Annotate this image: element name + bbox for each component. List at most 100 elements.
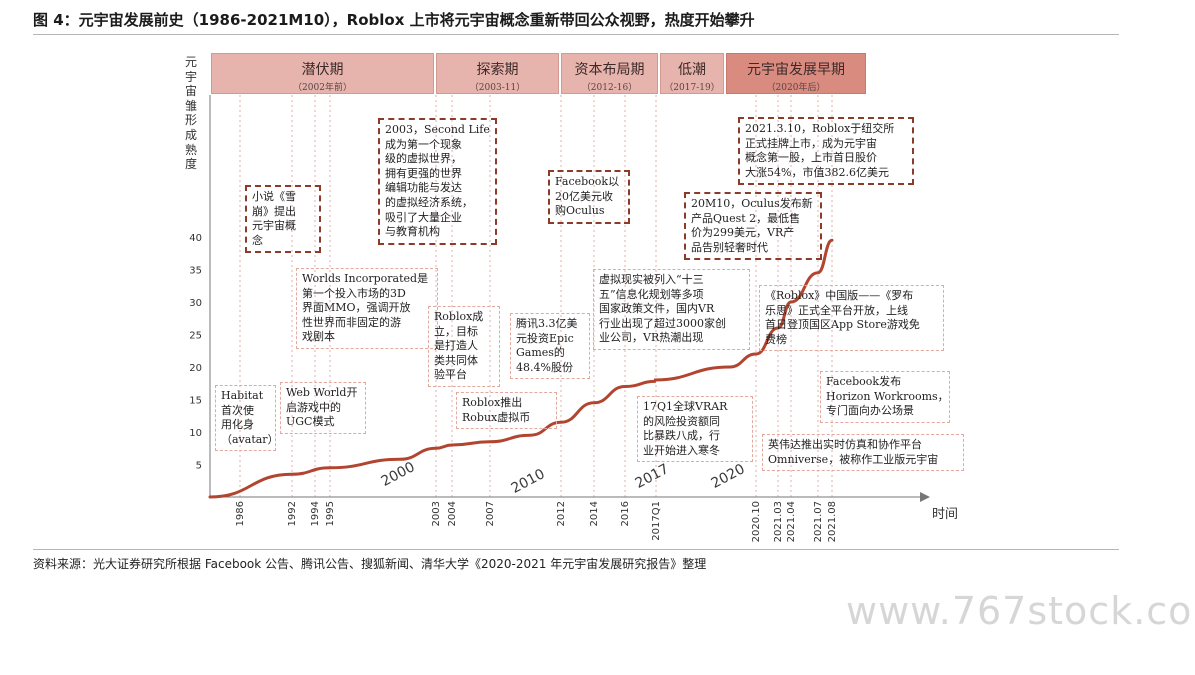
annotation-line: 元投资Epic bbox=[516, 331, 574, 345]
period-name: 资本布局期 bbox=[574, 62, 645, 78]
annotation-line: 五”信息化规划等多项 bbox=[599, 287, 704, 301]
y-tick-label: 35 bbox=[189, 266, 202, 277]
annotation-line: 成为第一个现象 bbox=[385, 137, 462, 151]
annotation-line: UGC模式 bbox=[286, 415, 335, 429]
x-tick-label: 2021.07 bbox=[813, 501, 824, 542]
x-tick-label: 2007 bbox=[485, 501, 496, 526]
x-axis-title: 时间 bbox=[932, 507, 958, 522]
annotation-line: Horizon Workrooms， bbox=[826, 389, 949, 403]
period-years: （2003-11） bbox=[469, 83, 526, 93]
x-tick-label: 2003 bbox=[431, 501, 442, 526]
maturity-curve bbox=[208, 238, 834, 499]
watermark: www.767stock.com bbox=[846, 589, 1195, 633]
x-tick-label: 1995 bbox=[325, 501, 336, 526]
x-axis-arrow bbox=[920, 492, 930, 502]
annotation-quest2: 20M10，Oculus发布新 产品Quest 2，最低售 价为299美元，VR产品… bbox=[684, 192, 822, 261]
annotation-line: Roblox成 bbox=[434, 310, 484, 323]
annotation-line: Web World开 bbox=[286, 386, 358, 399]
annotation-line: 编辑功能与发达 bbox=[385, 181, 462, 195]
period-years: （2012-16） bbox=[581, 83, 638, 93]
x-tick-label: 1992 bbox=[287, 501, 298, 526]
annotation-line: 崩》提出 bbox=[252, 204, 296, 218]
period-capital: 资本布局期 （2012-16） bbox=[561, 53, 658, 94]
decade-marker: 2000 bbox=[379, 459, 418, 490]
annotation-line: 启游戏中的 bbox=[286, 400, 341, 414]
annotation-line: 戏剧本 bbox=[302, 330, 335, 344]
source-note: 资料来源：光大证券研究所根据 Facebook 公告、腾讯公告、搜狐新闻、清华大… bbox=[33, 557, 707, 571]
annotation-line: 产品Quest 2，最低售 bbox=[691, 211, 801, 225]
annotation-roblox-china: 《Roblox》中国版——《罗布 乐思》正式全平台开放，上线 首日登顶国区App S… bbox=[759, 285, 944, 352]
annotation-line: 20亿美元收 bbox=[555, 189, 613, 203]
annotation-line: 正式挂牌上市，成为元宇宙 bbox=[745, 136, 877, 150]
x-tick-label: 2017Q1 bbox=[651, 501, 662, 541]
annotation-tencent-epic: 腾讯3.3亿美 元投资Epic Games的 48.4%股份 bbox=[510, 313, 590, 380]
y-tick-label: 20 bbox=[189, 363, 202, 374]
annotation-line: 2003，Second Life bbox=[385, 123, 490, 136]
x-tick-label: 2016 bbox=[620, 501, 631, 526]
annotation-roblox-founded: Roblox成 立，目标 是打造人 类共同体 验平台 bbox=[428, 306, 500, 387]
period-name: 元宇宙发展早期 bbox=[747, 62, 845, 78]
annotation-line: Robux虚拟币 bbox=[462, 410, 531, 424]
annotation-line: 48.4%股份 bbox=[516, 360, 573, 374]
decade-marker: 2010 bbox=[509, 466, 548, 497]
annotation-line: 20M10，Oculus发布新 bbox=[691, 197, 813, 210]
annotation-line: 吸引了大量企业 bbox=[385, 210, 462, 224]
annotation-line: 大涨54%，市值382.6亿美元 bbox=[745, 165, 889, 179]
period-years: （2020年后） bbox=[766, 83, 826, 93]
annotation-line: 乐思》正式全平台开放，上线 bbox=[765, 303, 908, 317]
annotation-line: 比暴跌八成，行 bbox=[643, 429, 720, 443]
annotation-line: 业公司，VR热潮出现 bbox=[599, 331, 704, 345]
annotation-line: 界面MMO，强调开放 bbox=[302, 301, 411, 315]
y-tick-label: 40 bbox=[189, 233, 202, 244]
annotation-line: 业开始进入寒冬 bbox=[643, 443, 720, 457]
annotation-line: 首次使 bbox=[221, 403, 254, 417]
annotation-vr-policy: 虚拟现实被列入“十三 五”信息化规划等多项 国家政策文件，国内VR 行业出现了超过30… bbox=[593, 269, 750, 350]
annotation-line: 英伟达推出实时仿真和协作平台 bbox=[768, 438, 922, 451]
annotation-line: 购Oculus bbox=[555, 204, 605, 218]
annotation-roblox-ipo: 2021.3.10，Roblox于纽交所 正式挂牌上市，成为元宇宙 概念第一股，上市… bbox=[738, 117, 914, 186]
annotation-line: 2021.3.10，Roblox于纽交所 bbox=[745, 122, 895, 135]
annotation-snow-crash: 小说《雪 崩》提出 元宇宙概念 bbox=[245, 185, 321, 254]
period-years: （2002年前） bbox=[293, 83, 352, 93]
annotation-line: 用化身 bbox=[221, 418, 254, 432]
annotation-facebook-oculus: Facebook以 20亿美元收 购Oculus bbox=[548, 170, 630, 224]
annotation-line: Omniverse，被称作工业版元宇宙 bbox=[768, 452, 939, 466]
period-exploration: 探索期 （2003-11） bbox=[436, 53, 559, 94]
annotation-line: 《Roblox》中国版——《罗布 bbox=[765, 289, 914, 302]
annotation-line: 拥有更强的世界 bbox=[385, 166, 462, 180]
annotation-web-world: Web World开 启游戏中的 UGC模式 bbox=[280, 382, 366, 434]
annotation-line: 第一个投入市场的3D bbox=[302, 286, 406, 300]
decade-marker: 2017 bbox=[633, 461, 672, 492]
annotation-line: 验平台 bbox=[434, 368, 467, 382]
annotation-second-life: 2003，Second Life 成为第一个现象 级的虚拟世界， 拥有更强的世界 编辑功… bbox=[378, 118, 497, 245]
annotation-line: 概念第一股，上市首日股价 bbox=[745, 151, 877, 165]
x-tick-label: 2020.10 bbox=[751, 501, 762, 542]
period-trough: 低潮 （2017-19） bbox=[660, 53, 724, 94]
annotation-line: 首日登顶国区App Store游戏免 bbox=[765, 318, 920, 332]
annotation-line: 念 bbox=[252, 233, 263, 247]
annotation-line: 虚拟现实被列入“十三 bbox=[599, 273, 704, 286]
annotation-line: 与教育机构 bbox=[385, 225, 440, 239]
x-tick-label: 2014 bbox=[589, 501, 600, 526]
annotation-line: 行业出现了超过3000家创 bbox=[599, 316, 726, 330]
annotation-line: Habitat bbox=[221, 389, 264, 402]
period-name: 低潮 bbox=[678, 62, 706, 78]
period-early-metaverse: 元宇宙发展早期 （2020年后） bbox=[726, 53, 866, 94]
y-tick-label: 25 bbox=[189, 331, 202, 342]
annotation-line: Games的 bbox=[516, 346, 565, 360]
annotation-line: 专门面向办公场景 bbox=[826, 404, 914, 418]
annotation-line: Worlds Incorporated是 bbox=[302, 272, 429, 285]
annotation-robux: Roblox推出 Robux虚拟币 bbox=[456, 392, 557, 430]
annotation-line: 的风险投资额同 bbox=[643, 414, 720, 428]
annotation-line: 费榜 bbox=[765, 332, 787, 346]
x-tick-label: 2004 bbox=[447, 501, 458, 526]
annotation-line: 小说《雪 bbox=[252, 190, 296, 203]
annotation-worlds-incorporated: Worlds Incorporated是 第一个投入市场的3D 界面MMO，强调开放… bbox=[296, 268, 438, 349]
annotation-line: 价为299美元，VR产 bbox=[691, 226, 795, 240]
annotation-habitat: Habitat 首次使 用化身 （avatar） bbox=[215, 385, 279, 452]
x-tick-label: 1994 bbox=[310, 501, 321, 526]
y-tick-label: 15 bbox=[189, 396, 202, 407]
x-tick-label: 2012 bbox=[556, 501, 567, 526]
figure-title: 图 4：元宇宙发展前史（1986-2021M10），Roblox 上市将元宇宙概… bbox=[33, 11, 755, 29]
